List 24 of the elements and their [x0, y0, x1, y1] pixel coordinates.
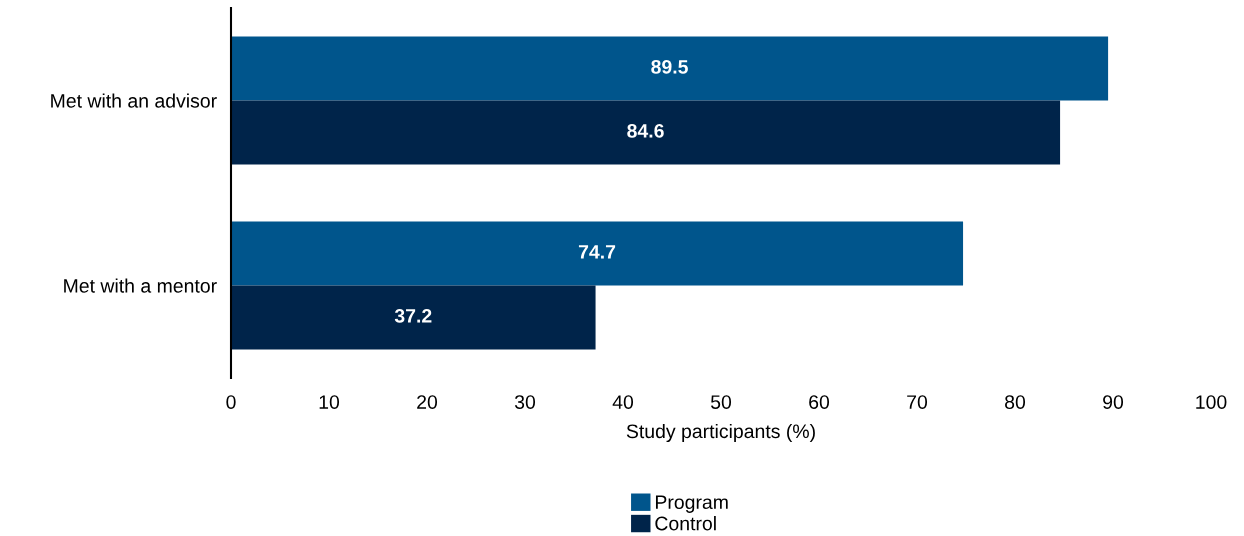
bar [231, 221, 964, 286]
x-tick-label: 30 [514, 395, 536, 409]
x-tick-label: 40 [612, 395, 634, 409]
x-tick-label: 90 [1103, 395, 1124, 409]
x-tick-label: 60 [809, 395, 830, 409]
bar [231, 100, 1061, 165]
x-tick-label: 20 [417, 395, 438, 409]
x-tick-label: 50 [710, 395, 732, 409]
legend-label: Program [655, 495, 728, 513]
x-axis-title: Study participants (%) [626, 423, 815, 443]
bar [231, 36, 1109, 101]
data-label: 89.5 [651, 59, 688, 74]
bar [231, 285, 596, 350]
y-tick-label: Met with a mentor [64, 278, 217, 293]
data-label: 74.7 [578, 245, 616, 259]
x-tick-label: 80 [1005, 395, 1026, 409]
x-tick-label: 70 [907, 395, 928, 409]
x-tick-label: 100 [1196, 395, 1227, 409]
legend-label: Control [655, 516, 716, 531]
x-tick-label: 0 [226, 395, 236, 409]
data-label: 37.2 [394, 308, 432, 323]
data-label: 84.6 [627, 123, 664, 138]
x-tick-label: 10 [319, 395, 340, 409]
y-tick-label: Met with an advisor [51, 93, 217, 108]
